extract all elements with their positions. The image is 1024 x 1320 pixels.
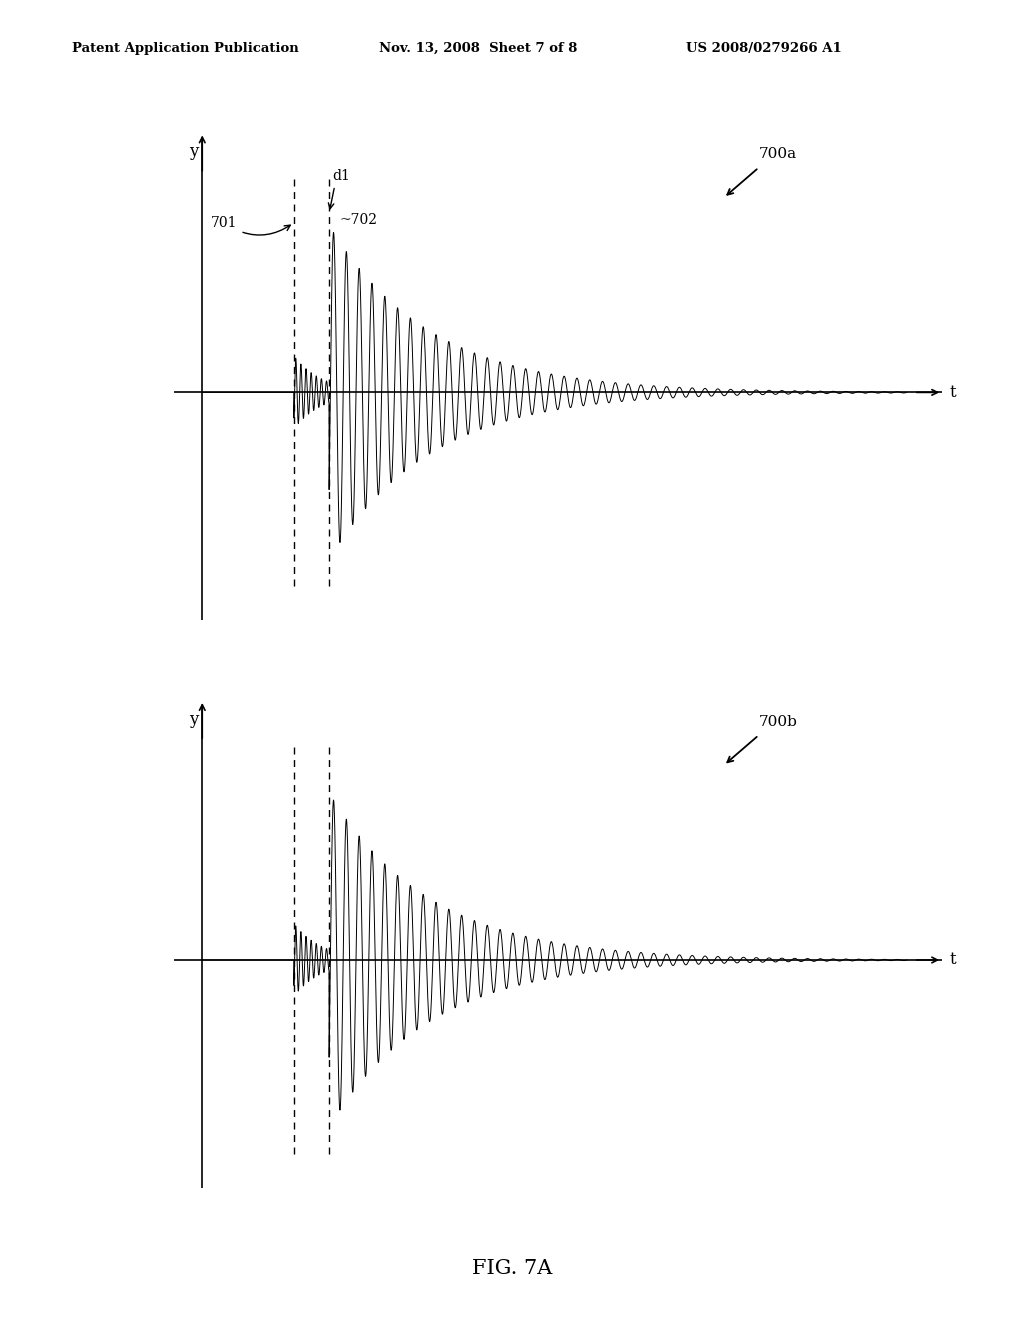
Text: ~702: ~702: [340, 213, 378, 227]
Text: 701: 701: [211, 215, 290, 235]
Text: y: y: [189, 710, 199, 727]
Text: t: t: [949, 384, 955, 401]
Text: FIG. 7A: FIG. 7A: [472, 1259, 552, 1278]
Text: 700b: 700b: [759, 715, 798, 729]
Text: Patent Application Publication: Patent Application Publication: [72, 42, 298, 55]
Text: d1: d1: [333, 169, 350, 182]
Text: t: t: [949, 952, 955, 969]
Text: US 2008/0279266 A1: US 2008/0279266 A1: [686, 42, 842, 55]
Text: 700a: 700a: [759, 148, 797, 161]
Text: y: y: [189, 143, 199, 160]
Text: Nov. 13, 2008  Sheet 7 of 8: Nov. 13, 2008 Sheet 7 of 8: [379, 42, 578, 55]
